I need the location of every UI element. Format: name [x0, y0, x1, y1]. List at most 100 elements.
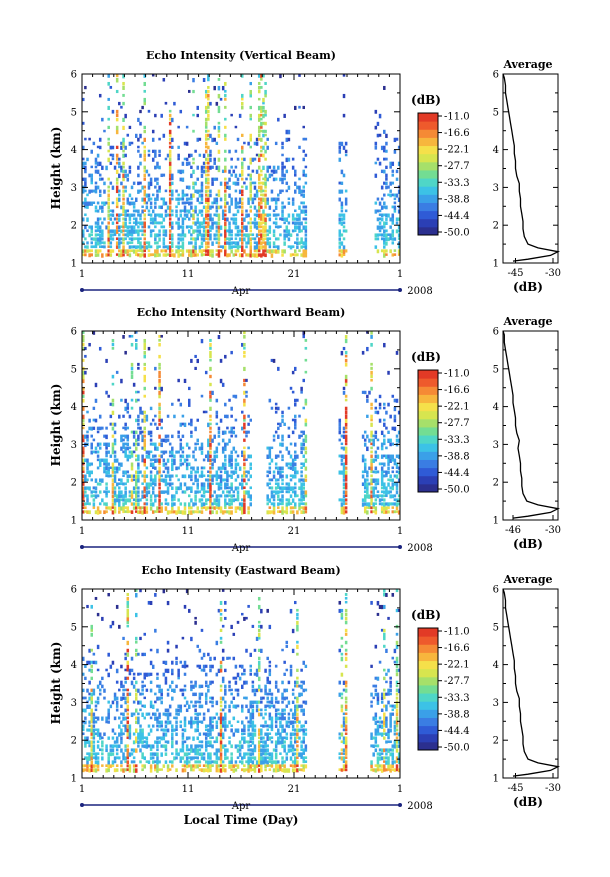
heatmap-cell [98, 229, 102, 233]
heatmap-cell [179, 720, 183, 724]
heatmap-cell [204, 478, 208, 482]
heatmap-cell [82, 253, 85, 257]
heatmap-cell [192, 185, 195, 190]
heatmap-cell [162, 173, 166, 177]
heatmap-cell [122, 334, 125, 339]
heatmap-cell [94, 249, 98, 254]
heatmap-cell [115, 700, 119, 705]
heatmap-cell [393, 149, 397, 154]
heatmap-cell [82, 233, 85, 238]
heatmap-cell [298, 414, 301, 418]
heatmap-cell [236, 229, 240, 234]
heatmap-cell [251, 624, 255, 628]
heatmap-cell [342, 390, 346, 395]
heatmap-cell [385, 454, 388, 460]
heatmap-cell [387, 470, 390, 474]
heatmap-cell [82, 656, 85, 661]
heatmap-cell [181, 422, 185, 426]
heatmap-cell [107, 241, 110, 245]
heatmap-cell [192, 748, 195, 753]
heatmap-cell [344, 334, 348, 339]
heatmap-cell [207, 117, 210, 121]
heatmap-cell [135, 716, 138, 720]
heatmap-cell [264, 185, 267, 189]
profile-x-label: (dB) [513, 280, 543, 294]
heatmap-cell [251, 708, 255, 713]
heatmap-cell [257, 129, 261, 134]
heatmap-cell [166, 474, 170, 478]
heatmap-cell [224, 728, 227, 732]
heatmap-cell [266, 728, 269, 732]
heatmap-cell [228, 684, 231, 688]
heatmap-cell [196, 470, 199, 474]
heatmap-cell [287, 157, 291, 162]
heatmap-cell [272, 221, 276, 225]
heatmap-cell [115, 752, 119, 756]
heatmap-cell [183, 672, 187, 676]
heatmap-cell [196, 664, 199, 668]
heatmap-cell [260, 760, 263, 765]
heatmap-cell [230, 474, 233, 479]
heatmap-cell [124, 652, 127, 656]
heatmap-cell [287, 498, 291, 503]
colorbar-segment [418, 370, 438, 379]
heatmap-cell [94, 720, 98, 724]
heatmap-cell [247, 490, 250, 495]
heatmap-cell [215, 756, 219, 760]
heatmap-cell [126, 225, 130, 230]
heatmap-cell [243, 458, 246, 462]
heatmap-cell [190, 193, 193, 198]
heatmap-cell [194, 237, 197, 242]
heatmap-cell [101, 205, 104, 210]
heatmap-cell [274, 197, 278, 202]
heatmap-cell [113, 756, 117, 761]
heatmap-cell [168, 450, 172, 454]
heatmap-cell [94, 478, 98, 483]
heatmap-cell [249, 241, 252, 246]
heatmap-cell [277, 213, 280, 217]
heatmap-cell [194, 458, 197, 462]
heatmap-cell [230, 406, 233, 411]
heatmap-cell [234, 217, 238, 222]
heatmap-cell [190, 474, 193, 479]
heatmap-cell [207, 85, 210, 89]
heatmap-cell [175, 728, 178, 731]
heatmap-cell [166, 486, 170, 491]
heatmap-cell [302, 105, 305, 110]
heatmap-cell [249, 720, 252, 725]
heatmap-cell [215, 672, 219, 677]
heatmap-cell [207, 249, 210, 254]
heatmap-cell [124, 422, 127, 427]
heatmap-cell [361, 454, 365, 459]
heatmap-cell [202, 732, 206, 736]
heatmap-cell [342, 145, 346, 150]
heatmap-cell [132, 245, 136, 249]
heatmap-cell [128, 245, 132, 249]
heatmap-cell [262, 233, 265, 237]
heatmap-cell [192, 249, 195, 254]
heatmap-cell [241, 454, 244, 458]
heatmap-cell [137, 225, 140, 229]
heatmap-cell [196, 233, 199, 238]
heatmap-cell [397, 454, 401, 459]
heatmap-cell [124, 668, 127, 672]
heatmap-cell [115, 704, 119, 708]
heatmap-cell [285, 462, 289, 467]
heatmap-cell [160, 386, 163, 392]
heatmap-cell [228, 760, 231, 765]
heatmap-cell [213, 85, 216, 91]
heatmap-cell [395, 438, 399, 443]
heatmap-cell [277, 466, 280, 471]
heatmap-cell [109, 414, 113, 419]
heatmap-cell [243, 331, 246, 335]
heatmap-cell [219, 736, 223, 741]
heatmap-cell [241, 93, 244, 98]
heatmap-cell [154, 217, 157, 222]
heatmap-cell [86, 486, 89, 490]
heatmap-cell [372, 470, 375, 474]
heatmap-cell [177, 217, 180, 221]
heatmap-cell [132, 740, 136, 745]
heatmap-cell [219, 197, 223, 202]
heatmap-cell [126, 446, 130, 451]
heatmap-cell [132, 760, 136, 764]
